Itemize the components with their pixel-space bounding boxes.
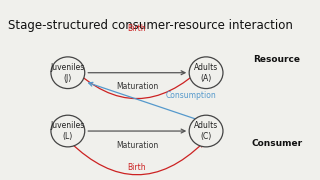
Text: Birth: Birth <box>128 163 146 172</box>
Text: Stage-structured consumer-resource interaction: Stage-structured consumer-resource inter… <box>8 19 293 32</box>
Ellipse shape <box>51 57 85 89</box>
Text: Birth: Birth <box>128 24 146 33</box>
Text: Juveniles
(L): Juveniles (L) <box>51 121 85 141</box>
Ellipse shape <box>189 57 223 89</box>
Text: Maturation: Maturation <box>116 82 158 91</box>
Text: Maturation: Maturation <box>116 141 158 150</box>
Text: Consumer: Consumer <box>251 140 302 148</box>
Text: Adults
(A): Adults (A) <box>194 63 218 83</box>
Ellipse shape <box>51 115 85 147</box>
Text: Juveniles
(J): Juveniles (J) <box>51 63 85 83</box>
Ellipse shape <box>189 115 223 147</box>
Text: Adults
(C): Adults (C) <box>194 121 218 141</box>
Text: Resource: Resource <box>253 55 300 64</box>
Text: Consumption: Consumption <box>165 91 216 100</box>
